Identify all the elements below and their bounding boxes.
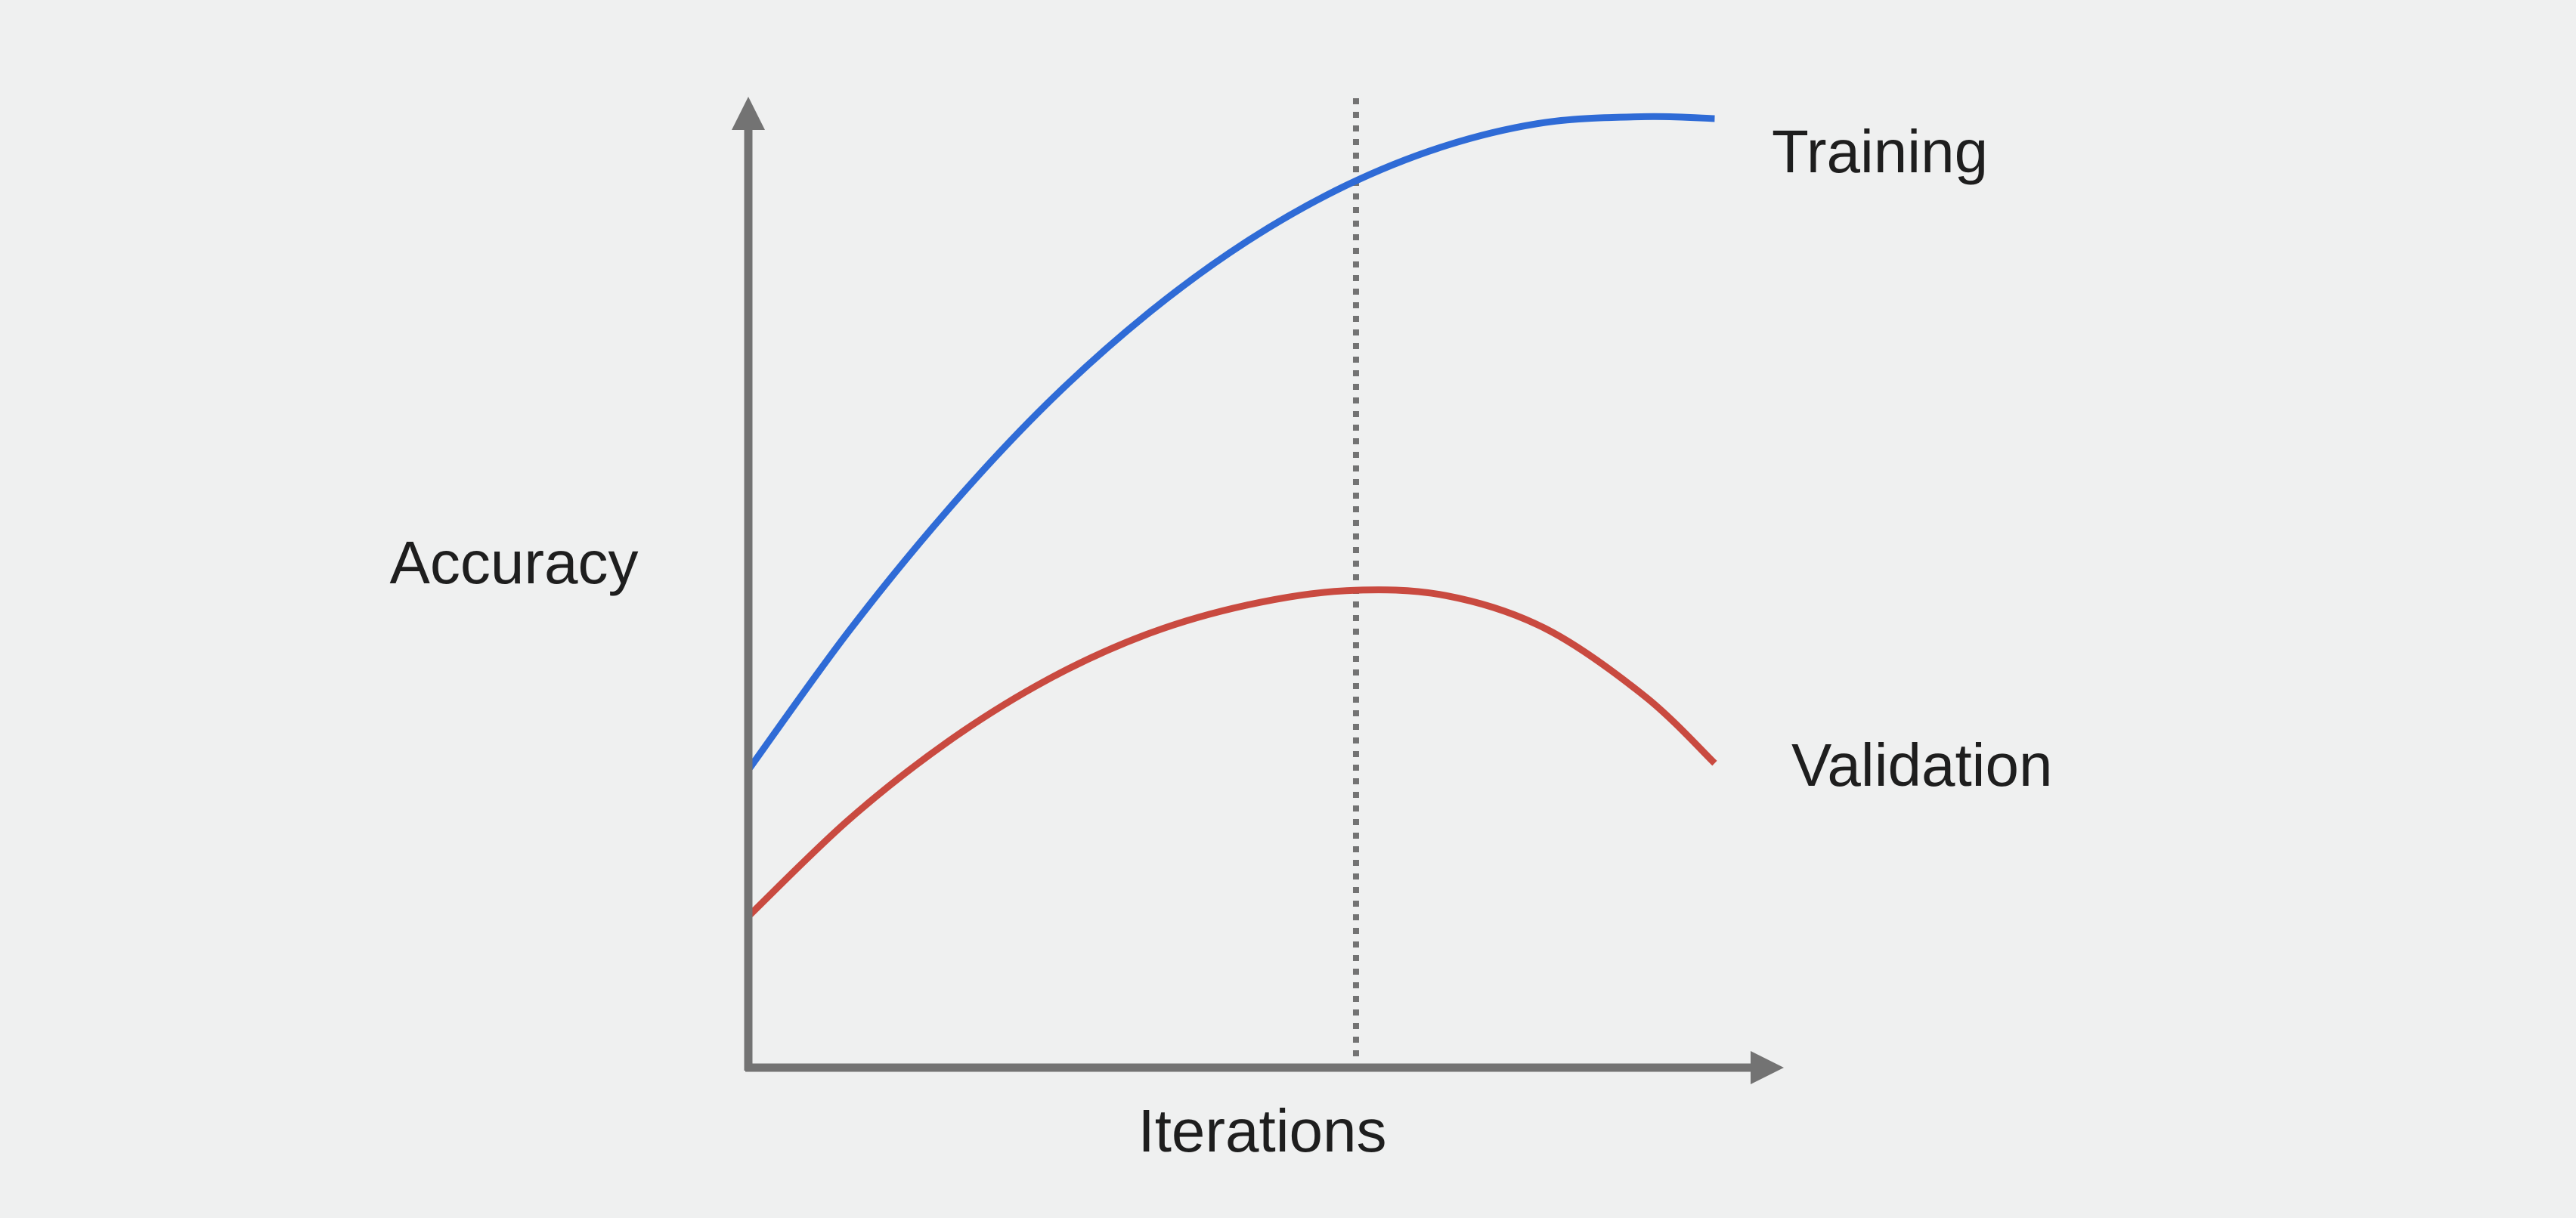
training-series-line [745, 113, 1715, 772]
x-axis-label: Iterations [1138, 1097, 1386, 1164]
validation-series-line [745, 586, 1717, 920]
series-layer [745, 113, 1717, 920]
axis-layer [732, 97, 1784, 1084]
y-axis-label: Accuracy [390, 529, 639, 596]
x-axis-arrowhead [1751, 1051, 1784, 1084]
training-series-label: Training [1772, 118, 1988, 185]
y-axis-arrowhead [732, 97, 765, 130]
validation-series-label: Validation [1791, 731, 2052, 799]
